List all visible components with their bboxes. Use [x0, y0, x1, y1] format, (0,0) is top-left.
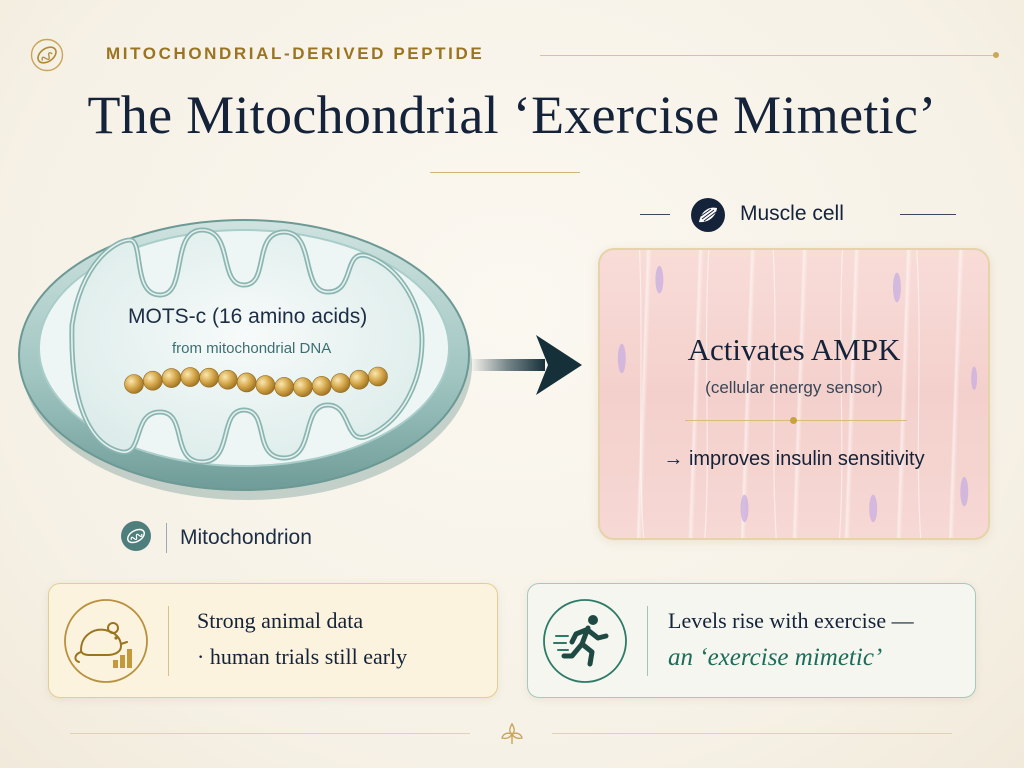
peptide-origin: from mitochondrial DNA: [172, 340, 332, 357]
card-separator: [647, 606, 648, 676]
mitochondrion-label: Mitochondrion: [180, 526, 312, 549]
eyebrow-rule: [540, 55, 996, 56]
amino-acid-bead: [124, 374, 144, 394]
muscle-cell-card: Activates AMPK (cellular energy sensor) …: [598, 248, 990, 540]
amino-acid-bead: [143, 370, 163, 391]
amino-acid-bead: [293, 377, 313, 397]
amino-acid-bead: [255, 375, 276, 395]
exercise-mimetic-label: an ‘exercise mimetic’: [668, 644, 883, 671]
mitochondrion-illustration: [18, 219, 472, 500]
exercise-card: Levels rise with exercise — an ‘exercise…: [527, 583, 976, 698]
evidence-headline: Strong animal data: [197, 608, 364, 633]
mitochondrion-icon: [121, 521, 151, 551]
footer-rule-left: [70, 733, 470, 734]
amino-acid-bead: [218, 369, 238, 390]
evidence-caveat: · human trials still early: [197, 644, 408, 669]
runner-icon: [543, 599, 627, 683]
amino-acid-bead: [236, 372, 257, 393]
muscle-header-rule-right: [900, 214, 956, 215]
action-title: Activates AMPK: [687, 332, 901, 367]
evidence-card: Strong animal data · human trials still …: [48, 583, 498, 698]
page-title: The Mitochondrial ‘Exercise Mimetic’: [87, 85, 937, 145]
muscle-cell-label: Muscle cell: [740, 202, 844, 225]
peptide-name: MOTS-c: [128, 305, 207, 328]
card-separator: [168, 606, 169, 676]
action-note: (cellular energy sensor): [705, 378, 883, 397]
amino-acid-bead: [274, 377, 295, 397]
eyebrow-label: MITOCHONDRIAL-DERIVED PEPTIDE: [106, 44, 485, 63]
exercise-headline: Levels rise with exercise —: [668, 608, 914, 633]
muscle-fiber-texture: [617, 250, 978, 538]
muscle-header-rule-left: [640, 214, 670, 215]
amino-acid-bead: [311, 376, 332, 396]
eyebrow-dot: [993, 52, 999, 58]
amino-acid-bead: [349, 369, 370, 390]
right-arrow-icon: [470, 335, 582, 395]
peptide-bead-chain: [124, 366, 388, 397]
flower-ornament-icon: [501, 722, 523, 744]
card-divider-dot: [790, 417, 797, 424]
title-divider: [430, 172, 580, 173]
label-separator: [166, 523, 167, 553]
mitochondrion-icon: [30, 38, 64, 72]
amino-acid-bead: [180, 367, 201, 387]
amino-acid-bead: [161, 368, 182, 388]
peptide-label: MOTS-c (16 amino acids): [128, 305, 367, 329]
peptide-length: (16 amino acids): [212, 305, 368, 328]
amino-acid-bead: [330, 373, 351, 393]
mouse-chart-icon: [64, 599, 148, 683]
muscle-icon: [691, 198, 725, 232]
footer-rule-right: [552, 733, 952, 734]
amino-acid-bead: [199, 367, 219, 388]
action-effect: → improves insulin sensitivity: [663, 448, 925, 470]
amino-acid-bead: [368, 366, 388, 387]
